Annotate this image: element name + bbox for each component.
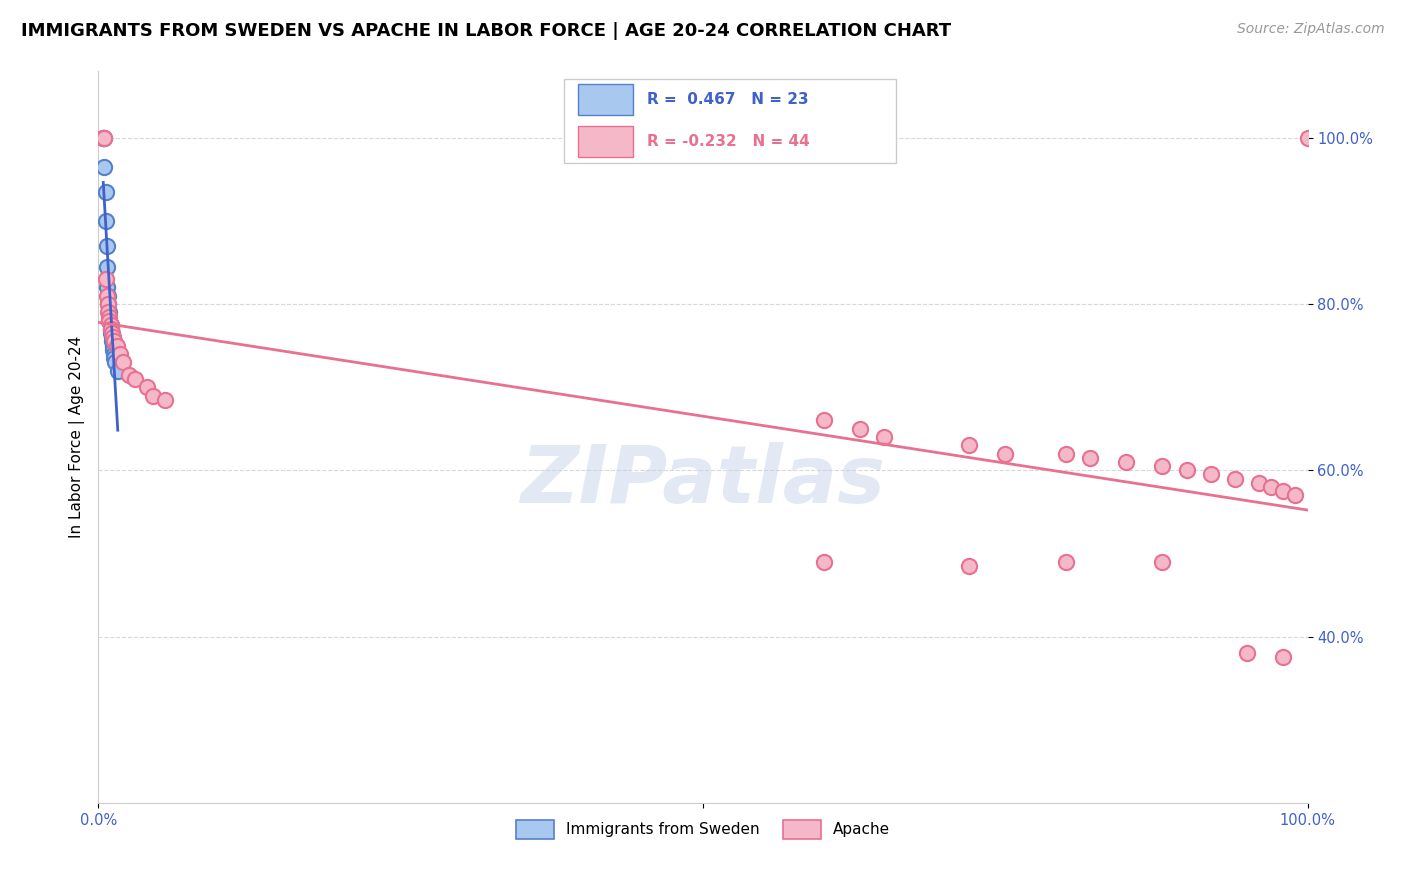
Point: [100, 326, 122, 341]
Point: [1054, 447, 1077, 461]
Text: IMMIGRANTS FROM SWEDEN VS APACHE IN LABOR FORCE | AGE 20-24 CORRELATION CHART: IMMIGRANTS FROM SWEDEN VS APACHE IN LABO…: [21, 22, 952, 40]
Point: [98, 314, 121, 328]
Point: [1199, 467, 1222, 482]
FancyBboxPatch shape: [578, 85, 633, 115]
Point: [100, 322, 122, 336]
Point: [100, 334, 122, 349]
Point: [103, 334, 125, 349]
Point: [98, 305, 121, 319]
Point: [101, 330, 124, 344]
Point: [1296, 131, 1319, 145]
Point: [1249, 475, 1271, 490]
Point: [94, 185, 117, 199]
Point: [96, 260, 118, 274]
Point: [93, 160, 115, 174]
Point: [100, 326, 122, 341]
Point: [1054, 555, 1077, 569]
Point: [1078, 450, 1101, 465]
Point: [97, 305, 120, 319]
Point: [97, 297, 120, 311]
Point: [873, 430, 896, 444]
Point: [849, 422, 872, 436]
Point: [813, 413, 835, 427]
Point: [105, 339, 128, 353]
Point: [153, 392, 176, 407]
Point: [98, 314, 121, 328]
Point: [994, 447, 1017, 461]
Y-axis label: In Labor Force | Age 20-24: In Labor Force | Age 20-24: [69, 336, 84, 538]
Point: [1272, 484, 1295, 499]
Point: [1115, 455, 1137, 469]
Point: [100, 330, 122, 344]
Point: [101, 343, 124, 357]
Point: [104, 355, 127, 369]
Text: R = -0.232   N = 44: R = -0.232 N = 44: [647, 135, 810, 149]
Point: [957, 438, 980, 452]
Point: [96, 239, 118, 253]
Point: [96, 289, 118, 303]
Point: [97, 297, 120, 311]
FancyBboxPatch shape: [564, 78, 897, 163]
Point: [93, 131, 115, 145]
Text: R =  0.467   N = 23: R = 0.467 N = 23: [647, 92, 808, 107]
Point: [1152, 555, 1174, 569]
Point: [107, 363, 129, 377]
Point: [135, 380, 157, 394]
Point: [813, 555, 835, 569]
Point: [1223, 472, 1246, 486]
Legend: Immigrants from Sweden, Apache: Immigrants from Sweden, Apache: [508, 813, 898, 847]
Point: [94, 214, 117, 228]
Point: [103, 351, 125, 365]
Point: [1152, 459, 1174, 474]
Point: [101, 339, 124, 353]
Point: [1260, 480, 1282, 494]
Point: [1284, 488, 1306, 502]
Point: [93, 131, 115, 145]
Point: [96, 280, 118, 294]
Text: ZIPatlas: ZIPatlas: [520, 442, 886, 520]
Point: [103, 347, 125, 361]
Point: [1272, 650, 1295, 665]
Text: Source: ZipAtlas.com: Source: ZipAtlas.com: [1237, 22, 1385, 37]
Point: [94, 272, 117, 286]
Point: [100, 322, 122, 336]
Point: [91, 131, 114, 145]
Point: [142, 388, 165, 402]
Point: [97, 289, 120, 303]
Point: [111, 355, 134, 369]
Point: [100, 318, 122, 332]
Point: [108, 347, 131, 361]
Point: [1236, 646, 1258, 660]
Point: [91, 131, 114, 145]
FancyBboxPatch shape: [578, 127, 633, 157]
Point: [957, 558, 980, 573]
Point: [100, 318, 122, 332]
Point: [124, 372, 146, 386]
Point: [1175, 463, 1198, 477]
Point: [118, 368, 141, 382]
Point: [98, 310, 121, 324]
